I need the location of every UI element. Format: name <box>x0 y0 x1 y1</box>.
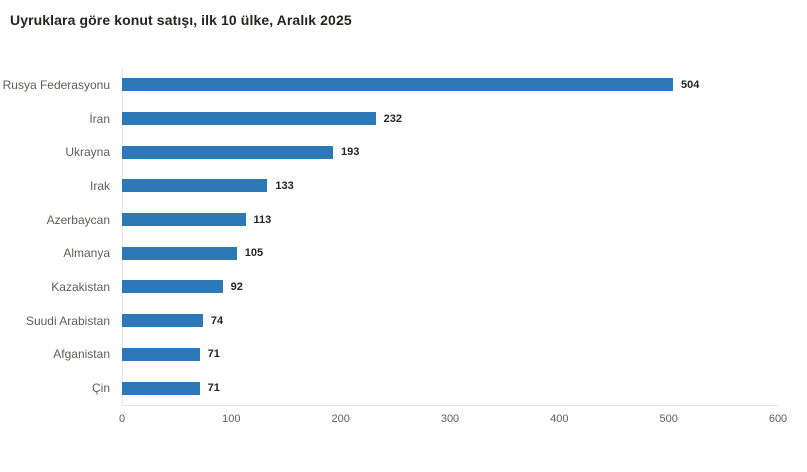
value-label: 193 <box>341 146 360 159</box>
bar[interactable] <box>122 78 674 92</box>
value-label: 113 <box>253 213 272 226</box>
chart-title: Uyruklara göre konut satışı, ilk 10 ülke… <box>10 12 352 28</box>
value-label: 92 <box>230 280 243 293</box>
chart-row: Rusya Federasyonu 504 <box>0 68 807 102</box>
chart-row: Çin 71 <box>0 371 807 405</box>
bar-chart: Rusya Federasyonu 504 İran 232 Ukrayna 193 Ira… <box>0 68 807 406</box>
y-axis-line <box>122 68 123 405</box>
category-label: Suudi Arabistan <box>25 313 110 328</box>
bar-track: 133 <box>122 179 778 193</box>
x-axis-tick-label: 0 <box>118 413 126 425</box>
value-label: 71 <box>207 348 220 361</box>
category-label: Ukrayna <box>65 145 110 160</box>
chart-row: Kazakistan 92 <box>0 270 807 304</box>
value-label: 74 <box>210 314 224 327</box>
bar[interactable] <box>122 145 333 159</box>
value-label: 133 <box>275 179 294 192</box>
bar[interactable] <box>122 314 203 328</box>
category-label: Çin <box>91 381 110 396</box>
value-label: 504 <box>681 78 700 91</box>
x-axis: 0 100 200 300 400 500 600 <box>0 413 807 433</box>
bar-track: 71 <box>122 347 778 361</box>
category-label: Irak <box>89 178 110 193</box>
bar-track: 92 <box>122 280 778 294</box>
x-axis-tick-label: 400 <box>550 413 569 425</box>
chart-row: Almanya 105 <box>0 236 807 270</box>
category-label: Afganistan <box>53 347 110 362</box>
bar[interactable] <box>122 213 246 227</box>
bar-track: 105 <box>122 246 778 260</box>
bar-track: 71 <box>122 381 778 395</box>
category-label: Kazakistan <box>51 279 110 294</box>
x-axis-tick-label: 600 <box>768 413 788 425</box>
x-axis-tick-label: 300 <box>440 413 460 425</box>
x-axis-tick-label: 100 <box>222 413 241 425</box>
bar[interactable] <box>122 347 200 361</box>
bar[interactable] <box>122 280 223 294</box>
bar-track: 193 <box>122 145 778 159</box>
chart-row: Suudi Arabistan 74 <box>0 304 807 338</box>
chart-row: Irak 133 <box>0 169 807 203</box>
category-label: Almanya <box>63 246 110 261</box>
bar[interactable] <box>122 381 200 395</box>
value-label: 105 <box>244 247 264 260</box>
x-axis-line <box>122 405 778 406</box>
chart-row: Ukrayna 193 <box>0 135 807 169</box>
x-axis-tick-label: 500 <box>659 413 678 425</box>
category-label: Rusya Federasyonu <box>2 77 110 92</box>
bar[interactable] <box>122 112 376 126</box>
x-axis-tick-label: 200 <box>331 413 350 425</box>
category-label: Azerbaycan <box>46 212 110 227</box>
chart-row: Azerbaycan 113 <box>0 203 807 237</box>
chart-row: Afganistan 71 <box>0 338 807 372</box>
bar[interactable] <box>122 246 237 260</box>
bar-track: 74 <box>122 314 778 328</box>
bar-track: 504 <box>122 78 778 92</box>
value-label: 71 <box>207 382 220 395</box>
bar-track: 113 <box>122 213 778 227</box>
chart-row: İran 232 <box>0 102 807 136</box>
category-label: İran <box>89 111 110 126</box>
bar[interactable] <box>122 179 268 193</box>
value-label: 232 <box>383 112 402 125</box>
bar-track: 232 <box>122 112 778 126</box>
